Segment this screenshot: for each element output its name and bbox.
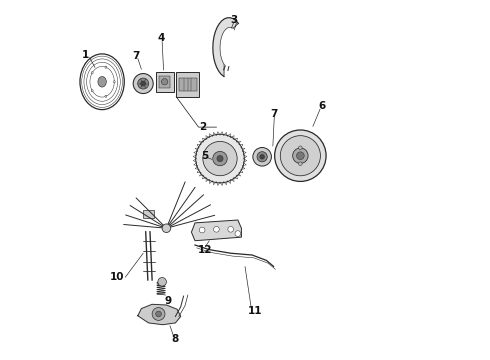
Circle shape: [141, 81, 146, 86]
Text: 7: 7: [270, 109, 278, 118]
Text: 12: 12: [198, 245, 212, 255]
Polygon shape: [213, 18, 238, 77]
Bar: [156, 72, 173, 91]
Circle shape: [133, 73, 153, 94]
Circle shape: [275, 130, 326, 181]
Text: 9: 9: [165, 296, 172, 306]
Bar: [176, 72, 199, 97]
Circle shape: [298, 162, 302, 166]
Circle shape: [196, 134, 245, 183]
Circle shape: [228, 226, 234, 232]
Text: 6: 6: [318, 102, 326, 111]
Circle shape: [260, 154, 265, 159]
Circle shape: [161, 78, 168, 85]
Bar: [178, 78, 197, 90]
Text: 1: 1: [82, 50, 89, 60]
Circle shape: [280, 136, 320, 176]
Polygon shape: [192, 220, 242, 241]
Circle shape: [199, 227, 205, 233]
Bar: [159, 76, 170, 87]
Circle shape: [296, 152, 304, 159]
Text: 8: 8: [172, 334, 179, 344]
Circle shape: [257, 152, 267, 162]
Text: 4: 4: [157, 33, 165, 43]
Polygon shape: [138, 304, 181, 325]
Circle shape: [217, 156, 223, 162]
Text: 11: 11: [248, 306, 262, 316]
Text: 3: 3: [230, 15, 237, 24]
Circle shape: [293, 148, 308, 163]
Circle shape: [214, 226, 220, 232]
Circle shape: [156, 311, 161, 317]
Circle shape: [235, 231, 241, 237]
Circle shape: [138, 78, 148, 89]
Bar: [143, 210, 154, 218]
Circle shape: [152, 307, 165, 320]
Text: 5: 5: [201, 152, 209, 161]
Ellipse shape: [98, 76, 106, 87]
Ellipse shape: [91, 90, 93, 92]
Circle shape: [253, 148, 271, 166]
Circle shape: [158, 278, 167, 286]
Ellipse shape: [105, 95, 107, 98]
Ellipse shape: [113, 81, 115, 83]
Circle shape: [213, 151, 227, 166]
Ellipse shape: [91, 72, 93, 74]
Text: 2: 2: [199, 122, 206, 132]
Text: 7: 7: [132, 51, 140, 61]
Text: 10: 10: [110, 272, 124, 282]
Circle shape: [298, 146, 302, 149]
Circle shape: [162, 224, 171, 233]
Circle shape: [203, 141, 237, 176]
Ellipse shape: [105, 66, 107, 68]
